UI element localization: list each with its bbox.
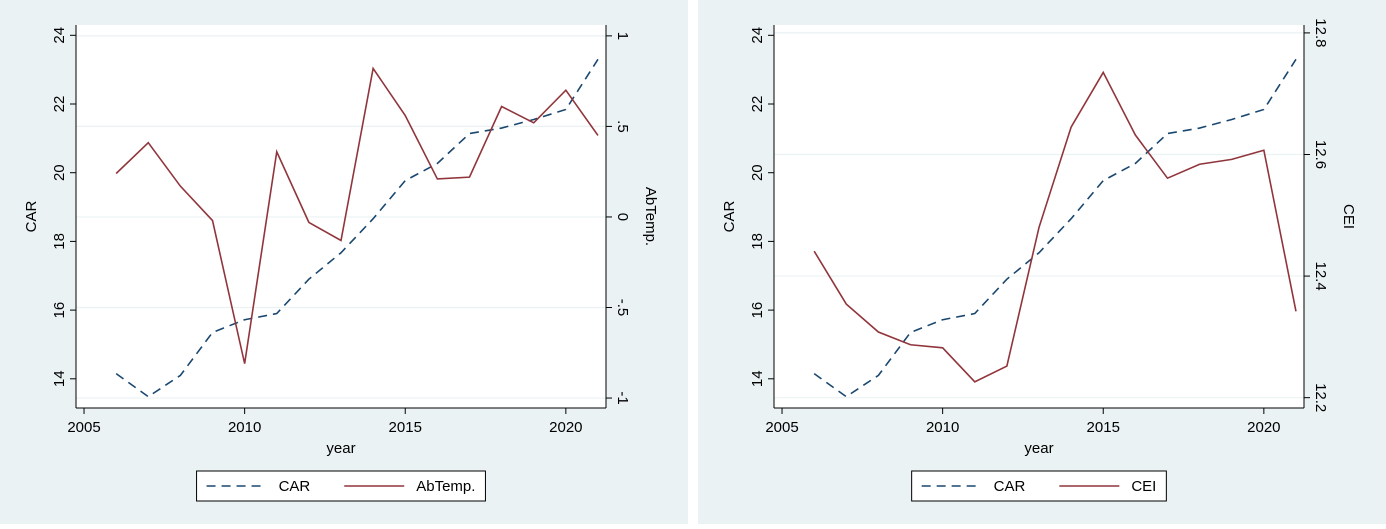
legend: CAR CEI <box>911 470 1167 502</box>
x-tick-label: 2020 <box>549 419 582 436</box>
y2-tick-label: 12.8 <box>1312 18 1329 47</box>
y-tick-label: 22 <box>51 96 68 113</box>
legend-label: CAR <box>279 478 311 495</box>
y-tick-label: 18 <box>749 233 766 250</box>
series-line <box>115 66 599 364</box>
y2-tick-label: -1 <box>614 391 631 404</box>
y-tick-label: 24 <box>749 27 766 44</box>
legend: CAR AbTemp. <box>196 470 486 502</box>
chart-panel: 2005 2010 2015 2020 14 16 18 20 22 24 12.2 12.4 12.6… <box>698 0 1386 524</box>
y-tick-label: 20 <box>51 164 68 181</box>
x-tick-label: 2010 <box>228 419 261 436</box>
y2-tick-label: -.5 <box>614 299 631 317</box>
legend-label: CEI <box>1131 478 1156 495</box>
plot-area <box>774 25 1304 408</box>
legend-label: CAR <box>994 478 1026 495</box>
y-tick-label: 18 <box>51 233 68 250</box>
y-tick-label: 20 <box>749 164 766 181</box>
x-tick-label: 2015 <box>1087 419 1120 436</box>
x-axis-title: year <box>1024 440 1053 457</box>
x-tick-label: 2020 <box>1247 419 1280 436</box>
y2-tick-label: 12.2 <box>1312 383 1329 412</box>
chart-panel: 2005 2010 2015 2020 14 16 18 20 22 24 -1 -.5 0 .5 1 yea… <box>0 0 688 524</box>
y-tick-label: 16 <box>749 302 766 319</box>
x-tick-label: 2010 <box>926 419 959 436</box>
legend-box <box>911 470 1167 502</box>
y2-tick-label: 12.6 <box>1312 140 1329 169</box>
x-tick-label: 2005 <box>67 419 100 436</box>
x-tick-label: 2005 <box>765 419 798 436</box>
y-tick-label: 14 <box>51 370 68 387</box>
y2-axis-title: AbTemp. <box>642 187 659 246</box>
y-axis-title: CAR <box>721 200 738 232</box>
series-line <box>115 58 599 398</box>
y-axis-title: CAR <box>23 200 40 232</box>
x-tick-label: 2015 <box>389 419 422 436</box>
x-axis-title: year <box>326 440 355 457</box>
y-tick-label: 22 <box>749 96 766 113</box>
y2-tick-label: 0 <box>614 213 631 221</box>
series-line <box>813 58 1297 398</box>
y-tick-label: 24 <box>51 27 68 44</box>
y2-tick-label: 1 <box>614 32 631 40</box>
series-line <box>813 70 1297 383</box>
y-tick-label: 16 <box>51 302 68 319</box>
y-tick-label: 14 <box>749 370 766 387</box>
y2-tick-label: .5 <box>614 120 631 133</box>
y2-axis-title: CEI <box>1340 204 1357 229</box>
legend-label: AbTemp. <box>416 478 475 495</box>
y2-tick-label: 12.4 <box>1312 261 1329 290</box>
